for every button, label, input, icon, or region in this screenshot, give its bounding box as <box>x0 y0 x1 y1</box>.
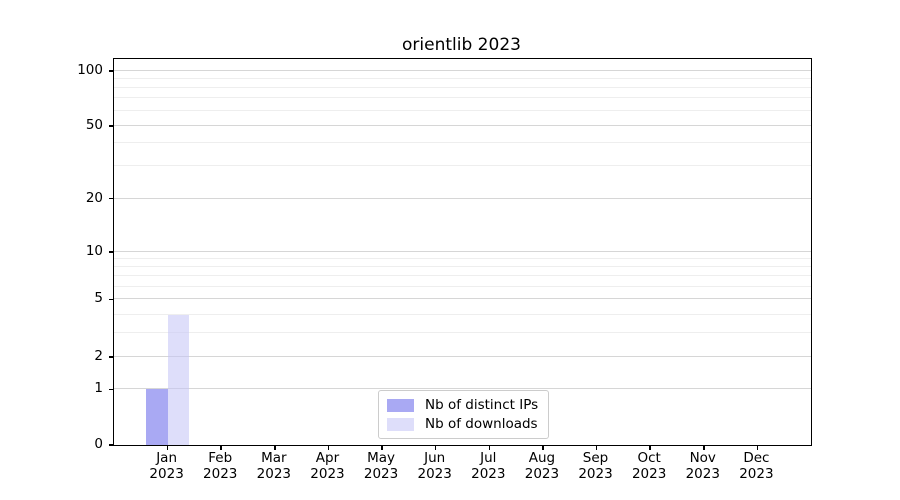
x-axis: Jan 2023 Feb 2023 Mar 2023 Apr 2023 May 2023 Jun 20… <box>113 450 810 486</box>
x-axis-year-label: 2023 <box>363 466 399 482</box>
x-tick-mark <box>434 445 437 450</box>
gridline-minor <box>114 164 811 166</box>
y-axis-tick-label: 50 <box>85 117 103 133</box>
y-tick-mark <box>109 70 114 72</box>
x-tick-mark <box>381 445 383 450</box>
x-axis-tick-label: Feb 2023 <box>188 450 252 482</box>
legend: Nb of distinct IPs Nb of downloads <box>378 390 550 439</box>
y-axis-tick-label: 0 <box>94 436 103 452</box>
gridline-minor <box>114 313 811 315</box>
x-tick-mark <box>756 445 759 450</box>
y-tick-mark <box>109 388 114 391</box>
gridline-minor <box>114 142 811 143</box>
x-tick-mark <box>595 445 598 450</box>
x-tick-mark <box>327 445 330 450</box>
bar-distinct-ips <box>146 389 168 445</box>
x-tick-mark <box>220 445 222 450</box>
legend-item: Nb of distinct IPs <box>387 397 538 413</box>
x-axis-tick-label: Dec 2023 <box>724 450 788 482</box>
x-axis-month-label: Dec <box>743 450 770 466</box>
x-axis-month-label: Jan <box>156 450 178 466</box>
x-axis-year-label: 2023 <box>631 466 667 482</box>
gridline-major <box>114 197 811 199</box>
legend-item: Nb of downloads <box>387 416 538 432</box>
gridline-minor <box>114 331 811 333</box>
gridline-minor <box>114 86 811 88</box>
gridline-major <box>114 125 811 127</box>
y-tick-mark <box>109 251 114 253</box>
x-axis-tick-label: Sep 2023 <box>564 450 628 482</box>
gridline-minor <box>114 266 811 268</box>
x-axis-year-label: 2023 <box>256 466 292 482</box>
x-axis-year-label: 2023 <box>417 466 452 482</box>
gridline-major <box>114 356 811 357</box>
x-axis-month-label: May <box>367 450 396 466</box>
x-axis-tick-label: Jul 2023 <box>456 450 520 482</box>
x-tick-mark <box>166 445 169 450</box>
gridline-minor <box>114 285 811 287</box>
legend-label: Nb of distinct IPs <box>425 397 539 413</box>
x-tick-mark <box>274 445 276 450</box>
y-axis: 0 1 2 5 10 20 50 100 <box>0 58 103 452</box>
x-axis-year-label: 2023 <box>203 466 238 482</box>
y-tick-mark <box>109 197 114 200</box>
x-axis-tick-label: Jan 2023 <box>135 450 199 482</box>
gridline-minor <box>114 110 811 112</box>
x-tick-mark <box>488 445 491 450</box>
x-axis-month-label: Aug <box>528 450 556 466</box>
x-axis-year-label: 2023 <box>578 466 613 482</box>
x-axis-tick-label: Nov 2023 <box>671 450 735 482</box>
plot-area: Nb of distinct IPs Nb of downloads <box>109 58 812 450</box>
chart-title: orientlib 2023 <box>402 35 521 55</box>
x-axis-month-label: Feb <box>208 450 233 466</box>
x-axis-tick-label: Mar 2023 <box>242 450 306 482</box>
x-axis-year-label: 2023 <box>310 466 345 482</box>
x-axis-year-label: 2023 <box>739 466 774 482</box>
y-axis-tick-label: 2 <box>94 347 103 364</box>
x-axis-month-label: Jul <box>480 450 497 466</box>
x-axis-year-label: 2023 <box>149 466 184 482</box>
x-axis-month-label: Mar <box>261 450 287 466</box>
gridline-minor <box>114 275 811 277</box>
x-tick-mark <box>703 445 705 450</box>
y-axis-tick-label: 100 <box>77 62 103 78</box>
legend-color-swatch <box>387 417 414 431</box>
x-axis-month-label: Apr <box>315 450 340 466</box>
gridline-major <box>114 298 811 300</box>
y-tick-mark <box>109 356 114 358</box>
x-tick-mark <box>542 445 544 450</box>
x-axis-tick-label: Apr 2023 <box>295 450 359 482</box>
x-axis-year-label: 2023 <box>471 466 506 482</box>
x-axis-month-label: Jun <box>424 450 446 466</box>
gridline-major <box>114 70 811 72</box>
y-axis-tick-label: 20 <box>85 189 103 206</box>
y-tick-mark <box>109 125 114 127</box>
x-axis-tick-label: Oct 2023 <box>617 450 681 482</box>
gridline-major <box>114 251 811 252</box>
y-axis-tick-label: 5 <box>94 290 103 307</box>
y-axis-tick-label: 10 <box>85 243 103 259</box>
x-axis-tick-label: May 2023 <box>349 450 413 482</box>
x-axis-year-label: 2023 <box>524 466 560 482</box>
x-axis-month-label: Nov <box>689 450 716 466</box>
y-tick-mark <box>109 444 114 446</box>
y-tick-mark <box>109 298 114 301</box>
x-axis-tick-label: Aug 2023 <box>510 450 574 482</box>
legend-label: Nb of downloads <box>425 416 538 432</box>
gridline-major <box>114 388 811 390</box>
y-axis-tick-label: 1 <box>94 380 103 397</box>
x-axis-year-label: 2023 <box>685 466 720 482</box>
gridline-minor <box>114 78 811 80</box>
gridline-minor <box>114 258 811 260</box>
gridline-minor <box>114 97 811 99</box>
bar-downloads <box>167 314 190 445</box>
x-axis-month-label: Sep <box>582 450 609 466</box>
x-tick-mark <box>649 445 651 450</box>
x-axis-month-label: Oct <box>637 450 661 466</box>
legend-color-swatch <box>387 398 414 412</box>
x-axis-tick-label: Jun 2023 <box>403 450 467 482</box>
